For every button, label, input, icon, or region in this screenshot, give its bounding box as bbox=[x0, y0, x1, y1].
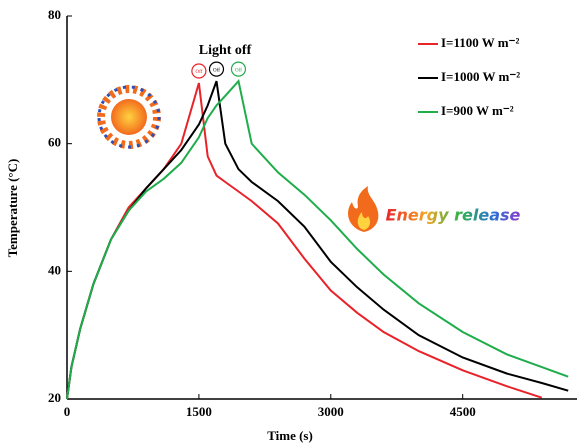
off-icon bbox=[208, 61, 225, 77]
y-tick-label: 40 bbox=[48, 262, 61, 277]
annotation: Energy release bbox=[386, 206, 521, 225]
legend-label: I=1100 W m⁻² bbox=[441, 35, 519, 50]
fire-icon bbox=[348, 186, 379, 232]
sun-icon bbox=[97, 85, 161, 149]
x-tick-label: 1500 bbox=[186, 404, 212, 419]
legend-label: I=900 W m⁻² bbox=[441, 103, 514, 118]
off-label: Off bbox=[235, 68, 242, 73]
legend-label: I=1000 W m⁻² bbox=[441, 69, 520, 84]
y-tick-label: 20 bbox=[48, 390, 61, 405]
y-axis-label: Temperature (°C) bbox=[5, 159, 20, 258]
x-axis-label: Time (s) bbox=[267, 428, 313, 443]
y-tick-label: 60 bbox=[48, 135, 61, 150]
x-tick-label: 0 bbox=[64, 404, 71, 419]
series-line bbox=[66, 78, 569, 400]
x-tick-label: 4500 bbox=[450, 404, 476, 419]
y-tick-label: 80 bbox=[48, 7, 61, 22]
off-label: Off bbox=[195, 70, 202, 75]
off-icon bbox=[191, 63, 207, 79]
off-icon bbox=[230, 61, 247, 77]
off-label: Off bbox=[213, 68, 220, 73]
x-tick-label: 3000 bbox=[318, 404, 344, 419]
annotation: Light off bbox=[199, 43, 252, 58]
